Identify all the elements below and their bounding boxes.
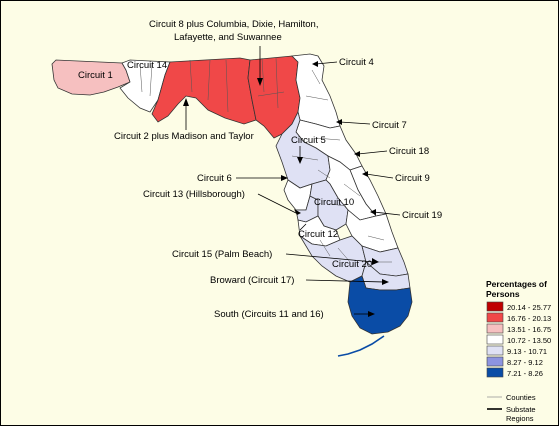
label-circuit-8-line2: Lafayette, and Suwannee xyxy=(174,32,282,43)
legend-label: 7.21 - 8.26 xyxy=(507,369,543,378)
label-circuit-1: Circuit 1 xyxy=(78,70,113,81)
label-south: South (Circuits 11 and 16) xyxy=(214,309,324,320)
arrow-circuit-8 xyxy=(257,78,263,86)
label-circuit-18: Circuit 18 xyxy=(389,146,429,157)
leader-circuit-7 xyxy=(339,121,371,125)
legend-label: 9.13 - 10.71 xyxy=(507,347,547,356)
florida-keys xyxy=(337,335,385,357)
region-circuit-1 xyxy=(51,59,131,96)
leader-circuit-19 xyxy=(373,211,401,216)
arrow-circuit-4 xyxy=(312,61,318,67)
leader-circuit-15 xyxy=(285,253,375,263)
label-circuit-19: Circuit 19 xyxy=(402,210,442,221)
legend-swatch xyxy=(486,312,504,323)
label-circuit-10: Circuit 10 xyxy=(314,197,354,208)
legend-substate-label-line2: Regions xyxy=(506,414,534,423)
label-circuit-9: Circuit 9 xyxy=(395,173,430,184)
label-circuit-2: Circuit 2 plus Madison and Taylor xyxy=(114,131,254,142)
arrow-circuit-19 xyxy=(370,209,376,215)
legend: Percentages of Persons 20.14 - 25.77 16.7… xyxy=(486,279,551,423)
legend-label: 10.72 - 13.50 xyxy=(507,336,551,345)
label-circuit-6: Circuit 6 xyxy=(197,173,232,184)
leader-circuit-12 xyxy=(299,223,307,231)
leader-circuit-13 xyxy=(257,193,299,215)
arrow-south xyxy=(368,311,375,317)
arrow-broward xyxy=(382,279,389,285)
legend-label: 20.14 - 25.77 xyxy=(507,303,551,312)
legend-swatch xyxy=(486,356,504,367)
label-broward: Broward (Circuit 17) xyxy=(210,275,294,286)
arrow-circuit-2 xyxy=(183,98,189,106)
legend-swatch xyxy=(486,334,504,345)
legend-swatch xyxy=(486,301,504,312)
label-circuit-13: Circuit 13 (Hillsborough) xyxy=(143,189,245,200)
legend-swatch xyxy=(486,345,504,356)
arrow-circuit-5 xyxy=(297,157,303,164)
label-circuit-20: Circuit 20 xyxy=(332,259,372,270)
label-circuit-7: Circuit 7 xyxy=(372,120,407,131)
label-circuit-5: Circuit 5 xyxy=(291,135,326,146)
leader-broward xyxy=(305,279,385,283)
legend-swatch xyxy=(486,323,504,334)
legend-label: 8.27 - 9.12 xyxy=(507,358,543,367)
arrow-circuit-18 xyxy=(354,151,360,157)
legend-label: 13.51 - 16.75 xyxy=(507,325,551,334)
county-lines xyxy=(139,57,392,263)
leader-circuit-9 xyxy=(365,173,394,179)
region-circuit-11-16 xyxy=(347,275,413,335)
arrow-circuit-15 xyxy=(372,258,379,265)
legend-label: 16.76 - 20.13 xyxy=(507,314,551,323)
arrow-circuit-9 xyxy=(362,171,368,177)
legend-substate-label: Substate xyxy=(506,405,536,414)
arrow-circuit-7 xyxy=(336,119,342,125)
leader-circuit-4 xyxy=(315,61,338,65)
legend-swatch xyxy=(486,367,504,378)
legend-counties-label: Counties xyxy=(506,393,536,402)
region-circuit-10 xyxy=(309,179,349,231)
label-circuit-8: Circuit 8 plus Columbia, Dixie, Hamilton… xyxy=(149,19,318,30)
arrow-circuit-13 xyxy=(294,209,301,215)
label-circuit-12: Circuit 12 xyxy=(298,229,338,240)
legend-title-line2: Persons xyxy=(486,289,520,299)
label-circuit-15: Circuit 15 (Palm Beach) xyxy=(172,249,272,260)
legend-items: 20.14 - 25.77 16.76 - 20.13 13.51 - 16.75 1… xyxy=(486,301,551,378)
legend-title: Percentages of xyxy=(486,279,547,289)
leader-circuit-18 xyxy=(357,150,388,155)
label-circuit-14: Circuit 14 xyxy=(127,60,167,71)
arrow-circuit-6 xyxy=(281,175,288,181)
label-circuit-4: Circuit 4 xyxy=(339,57,374,68)
region-circuit-14 xyxy=(119,59,171,113)
